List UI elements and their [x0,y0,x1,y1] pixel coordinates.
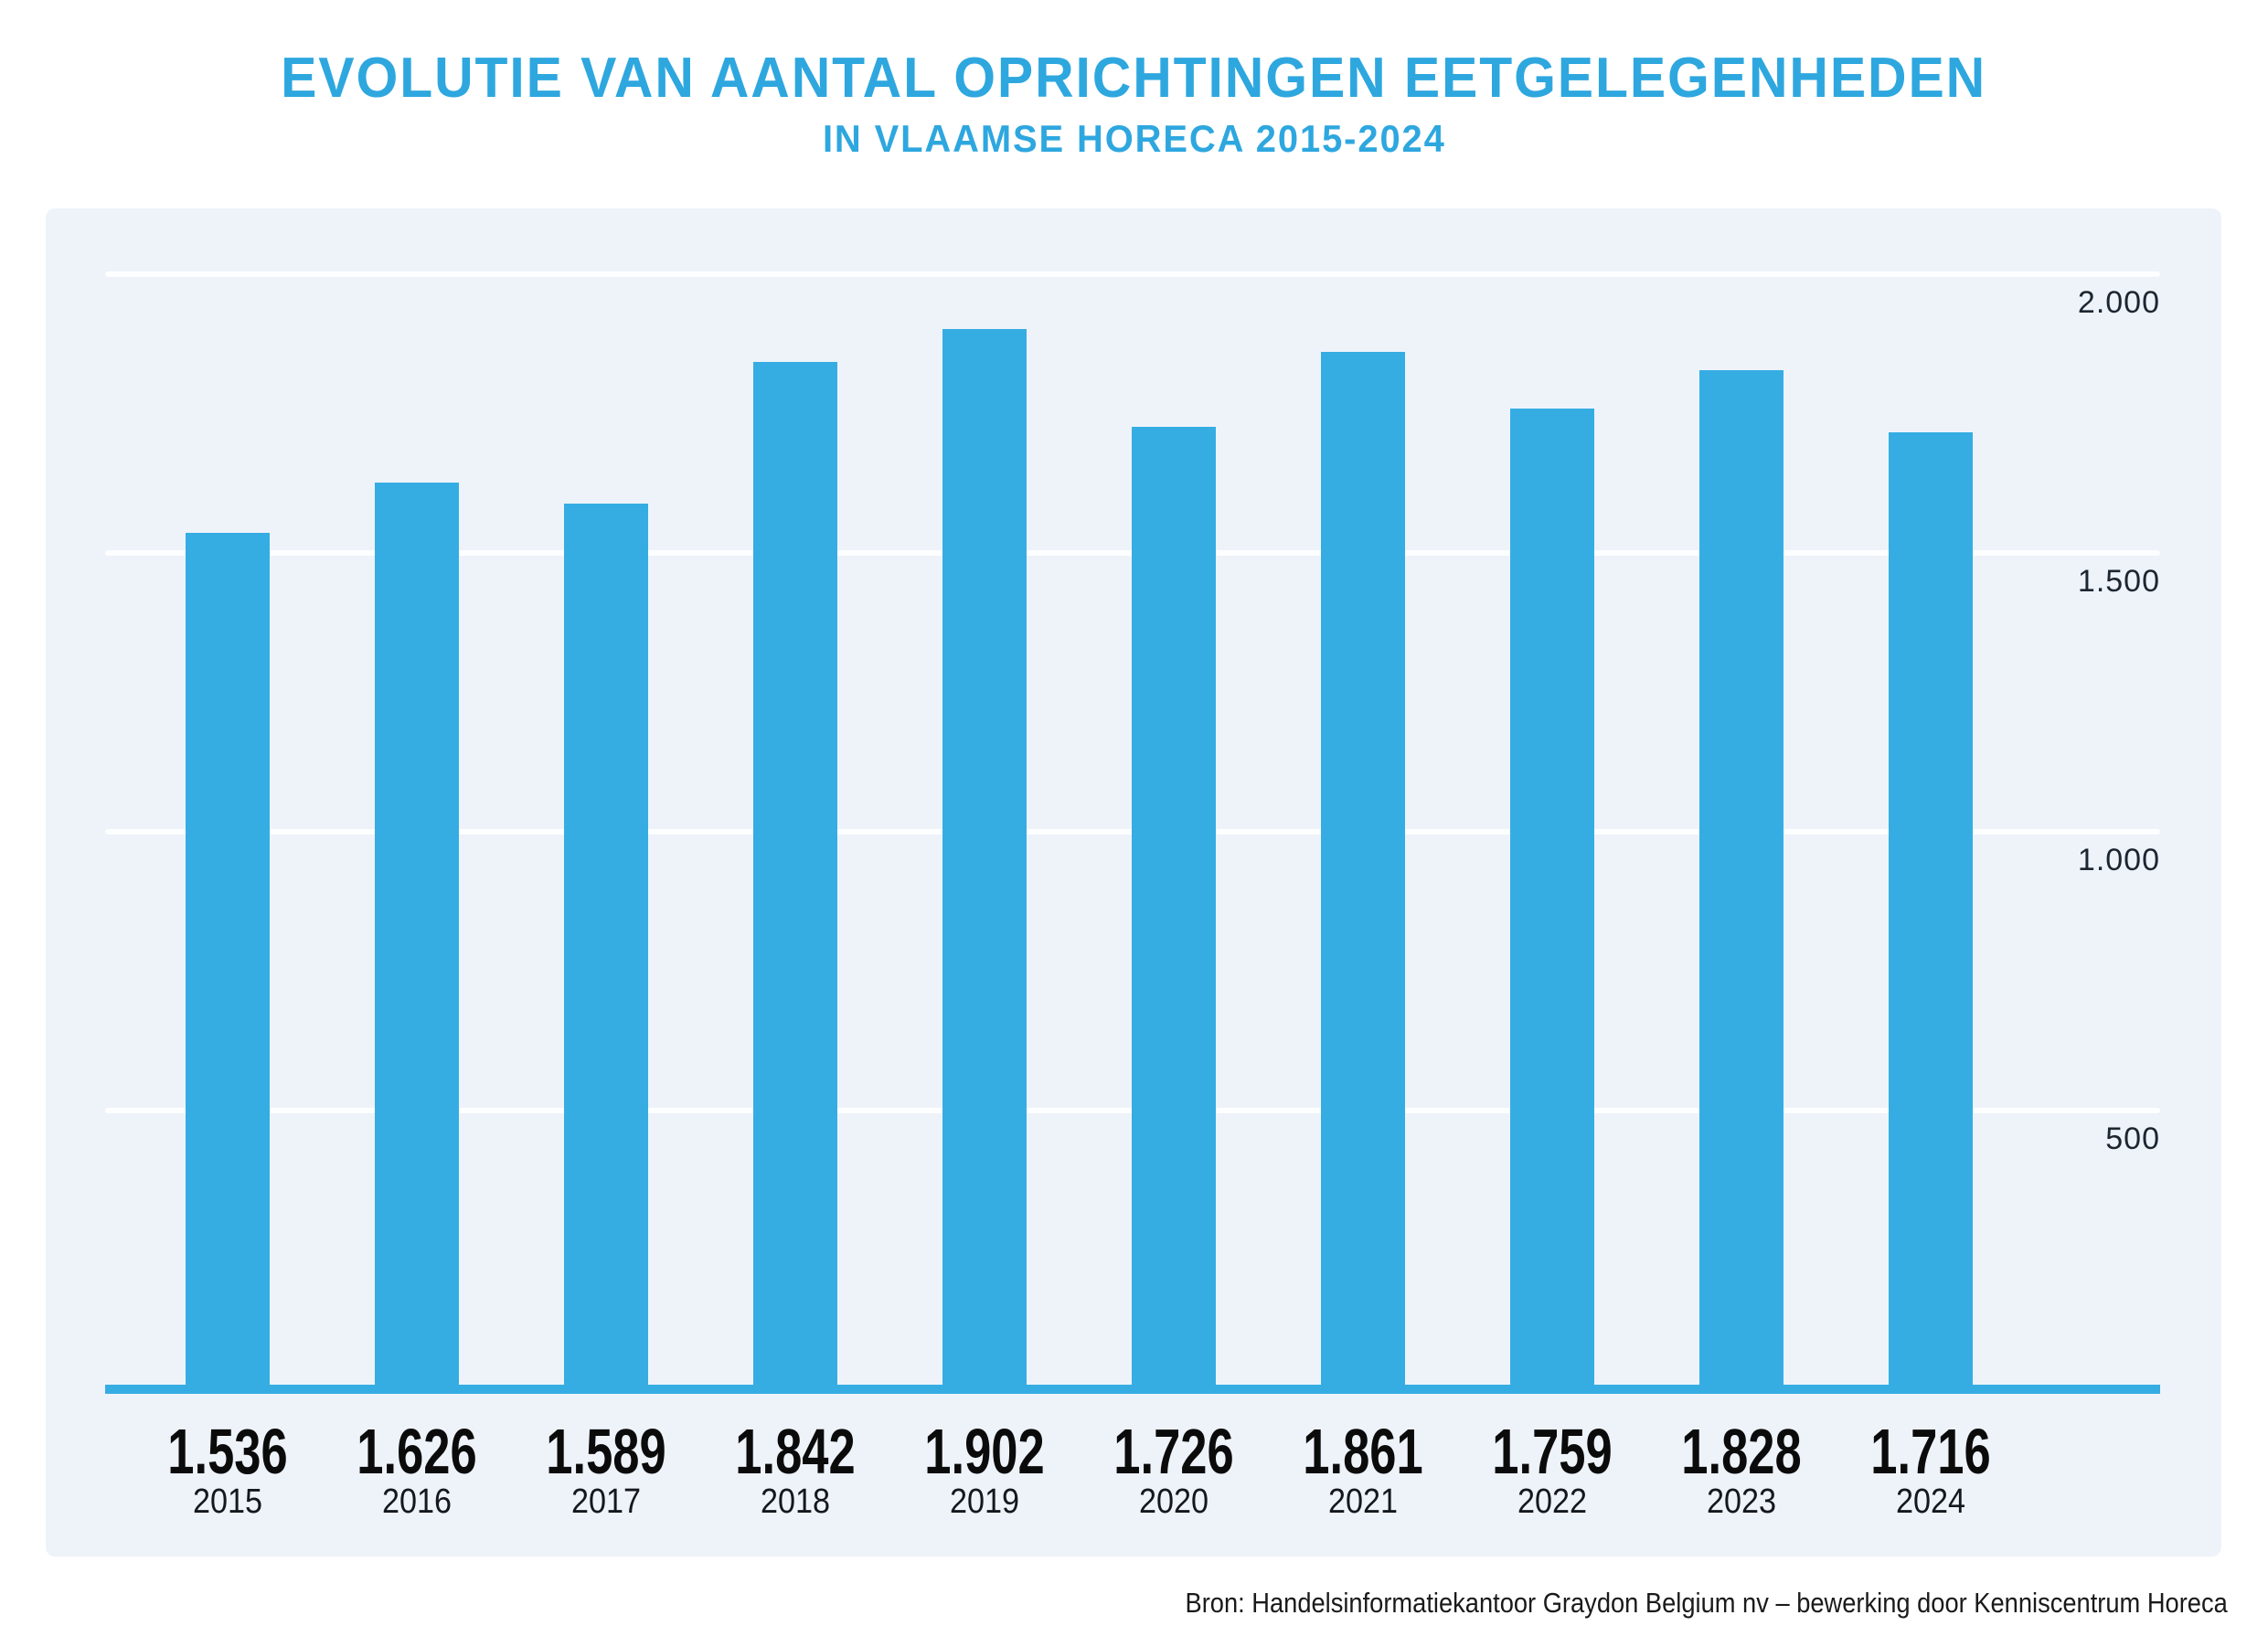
bar-year-label: 2017 [570,1482,642,1521]
bar [1510,409,1594,1389]
bar-value-label: 1.626 [357,1416,477,1487]
bar-value-label: 1.726 [1113,1416,1234,1487]
bar-year-label: 2020 [1138,1482,1209,1521]
bar-value-label: 1.759 [1492,1416,1613,1487]
bar-year-label: 2015 [192,1482,263,1521]
bar-value-label: 1.861 [1303,1416,1423,1487]
bar-value-label: 1.902 [924,1416,1045,1487]
gridline [105,271,2160,277]
bar [186,533,270,1389]
bar-year-label: 2023 [1706,1482,1777,1521]
source-credit: Bron: Handelsinformatiekantoor Graydon B… [1185,1587,2228,1619]
chart-title: EVOLUTIE VAN AANTAL OPRICHTINGEN EETGELE… [281,47,1987,110]
bar-value-label: 1.716 [1870,1416,1991,1487]
bar [1889,432,1973,1389]
bar-value-label: 1.842 [735,1416,856,1487]
bar [375,483,459,1389]
bar-year-label: 2018 [760,1482,831,1521]
bar-year-label: 2022 [1517,1482,1588,1521]
bar-value-label: 1.536 [167,1416,288,1487]
bar [1321,352,1405,1389]
y-axis-tick-label: 1.500 [2077,564,2160,599]
bar-value-label: 1.828 [1681,1416,1802,1487]
bar [1699,370,1784,1389]
bar [753,362,837,1389]
chart-subtitle-row: IN VLAAMSE HORECA 2015-2024 [0,117,2268,161]
bar-year-label: 2024 [1895,1482,1966,1521]
page-title: EVOLUTIE VAN AANTAL OPRICHTINGEN EETGELE… [0,47,2268,110]
bar [942,329,1027,1389]
bar-year-label: 2016 [381,1482,453,1521]
bar-value-label: 1.589 [546,1416,666,1487]
y-axis-tick-label: 500 [2105,1121,2160,1156]
y-axis-tick-label: 2.000 [2077,285,2160,320]
bar-year-label: 2021 [1327,1482,1399,1521]
bar-year-label: 2019 [949,1482,1020,1521]
y-axis-tick-label: 1.000 [2077,843,2160,877]
x-axis-line [105,1385,2160,1394]
chart-subtitle: IN VLAAMSE HORECA 2015-2024 [822,117,1446,160]
bar [1132,427,1216,1389]
chart-panel: 2.000 1.500 1.000 500 1.536 2015 1.626 2016 1.58… [46,208,2221,1557]
bar [564,504,648,1389]
